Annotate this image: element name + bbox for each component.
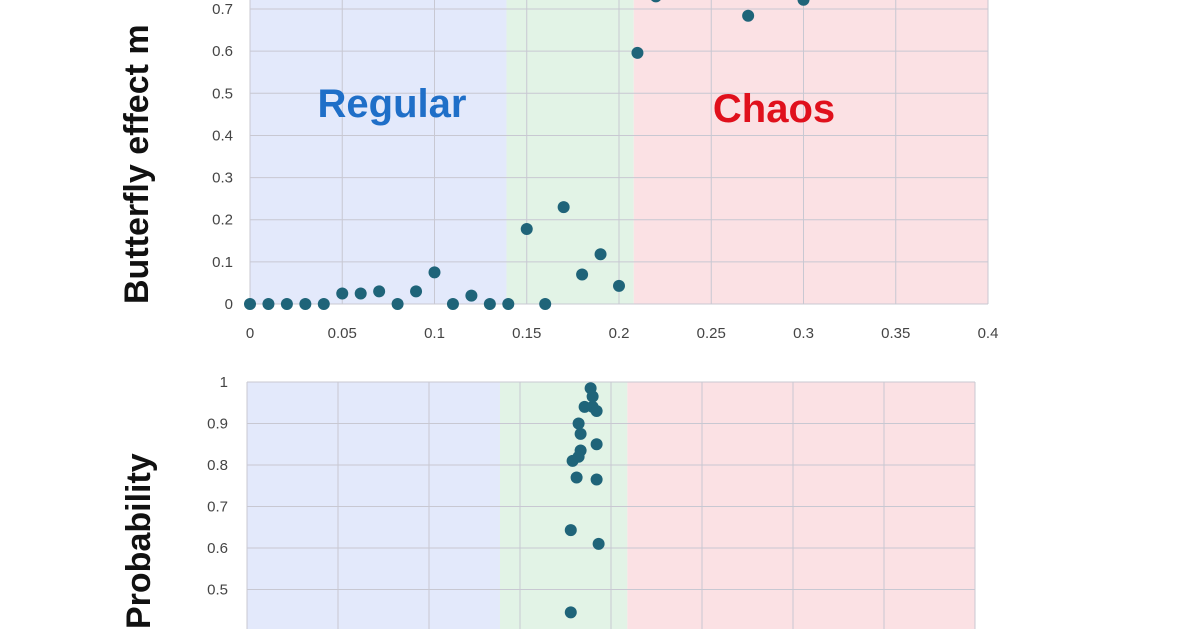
data-point xyxy=(262,298,275,310)
x-tick-label: 0.2 xyxy=(609,325,630,342)
x-tick-label: 0.4 xyxy=(978,325,999,342)
x-tick-label: 0.3 xyxy=(793,325,814,342)
x-tick-label: 0.15 xyxy=(512,325,541,342)
y-tick-label: 0.2 xyxy=(212,212,233,229)
data-point xyxy=(564,606,577,619)
y-tick-label: 0.1 xyxy=(212,254,233,271)
data-point xyxy=(354,287,367,300)
x-tick-label: 0.05 xyxy=(328,325,357,342)
data-point xyxy=(520,222,533,235)
probability-chart: 0.5 0.6 0.7 0.8 0.9 1 Probability xyxy=(120,374,976,629)
region-band-band-0 xyxy=(247,382,500,629)
y-tick-label: 0.6 xyxy=(212,43,233,60)
data-point xyxy=(576,268,589,281)
data-point xyxy=(590,438,603,451)
data-point xyxy=(572,417,585,430)
data-point xyxy=(592,537,605,550)
x-tick-label: 0.1 xyxy=(424,325,445,342)
data-point xyxy=(373,285,386,298)
region-band-band-2 xyxy=(627,382,975,629)
region-band-chaos xyxy=(633,0,988,304)
data-point xyxy=(570,471,583,484)
x-tick-label: 0.35 xyxy=(881,325,910,342)
data-point xyxy=(483,298,496,310)
data-point xyxy=(574,427,587,440)
y-axis-label: Probability xyxy=(120,453,158,629)
data-point xyxy=(557,201,570,214)
y-tick-label: 0.6 xyxy=(207,540,228,557)
data-point xyxy=(410,285,423,298)
data-point xyxy=(590,405,603,418)
y-tick-label: 0.9 xyxy=(207,416,228,433)
y-tick-label: 0.7 xyxy=(212,1,233,18)
data-point xyxy=(651,0,661,3)
data-point xyxy=(336,287,349,300)
y-tick-label: 0.3 xyxy=(212,170,233,187)
region-band-regular xyxy=(250,0,507,304)
region-label-regular: Regular xyxy=(318,82,467,126)
region-band-band-1 xyxy=(506,0,634,304)
y-axis-label: Butterfly effect m xyxy=(118,24,156,304)
y-tick-label: 0.7 xyxy=(207,499,228,516)
data-point xyxy=(631,46,644,59)
data-point xyxy=(502,298,515,310)
x-tick-label: 0.25 xyxy=(697,325,726,342)
y-tick-label: 0 xyxy=(225,296,233,313)
x-tick-label: 0 xyxy=(246,325,254,342)
data-point xyxy=(564,524,577,537)
data-point xyxy=(465,289,478,302)
data-point xyxy=(742,9,755,22)
data-point xyxy=(594,248,607,261)
data-point xyxy=(539,298,552,310)
y-tick-label: 1 xyxy=(220,374,228,391)
data-point xyxy=(299,298,312,310)
y-tick-label: 0.5 xyxy=(207,582,228,599)
region-label-chaos: Chaos xyxy=(713,87,835,131)
data-point xyxy=(590,473,603,486)
data-point xyxy=(244,298,256,310)
data-point xyxy=(613,279,625,292)
y-tick-label: 0.5 xyxy=(212,85,233,102)
data-point xyxy=(446,298,459,310)
butterfly-effect-chart: 0 0.1 0.2 0.3 0.4 0.5 0.6 0.7 0 0.05 0.1 0.15 0.2 0.2… xyxy=(118,0,998,342)
region-band-band-1 xyxy=(499,382,628,629)
data-point xyxy=(391,298,404,310)
data-point xyxy=(572,450,585,463)
data-point xyxy=(280,298,293,310)
data-point xyxy=(586,390,599,403)
data-point xyxy=(428,266,441,279)
y-tick-label: 0.4 xyxy=(212,127,233,144)
y-tick-label: 0.8 xyxy=(207,457,228,474)
data-point xyxy=(317,298,330,310)
data-point xyxy=(797,0,810,6)
